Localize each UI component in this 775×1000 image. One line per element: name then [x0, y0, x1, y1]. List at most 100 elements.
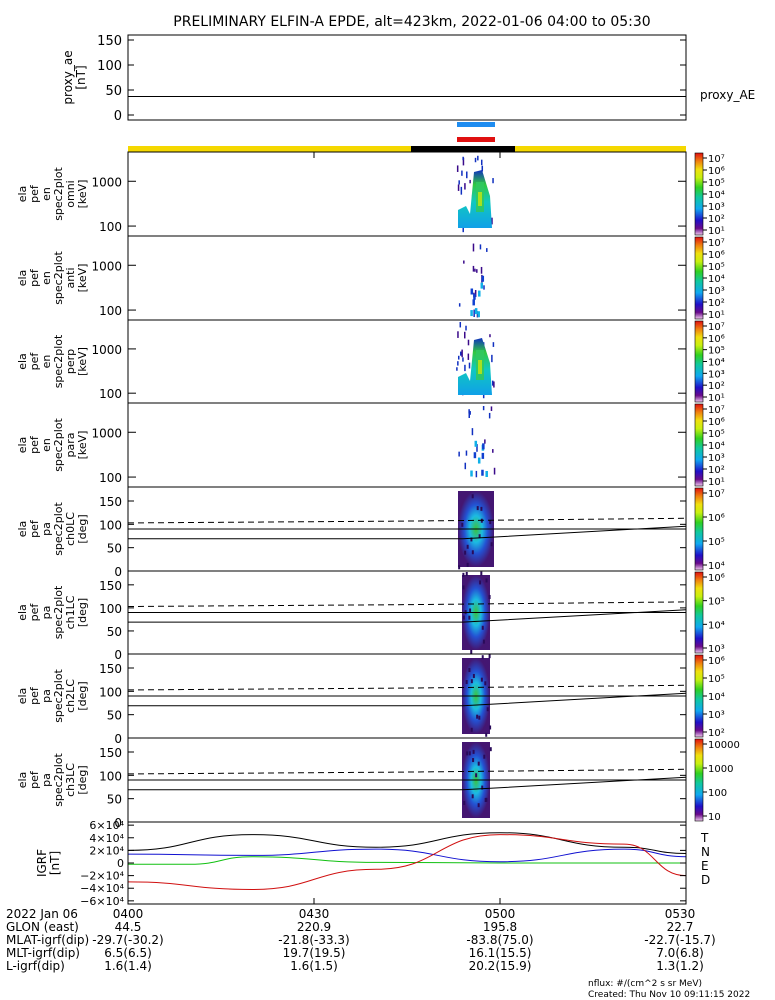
footer-value: 1.3(1.2) [656, 959, 704, 973]
panel-ylabel: spec2plot [52, 334, 65, 388]
panel-ylabel: pa [40, 773, 53, 787]
spectrogram-pixel [469, 608, 472, 613]
spectrogram-pixel [473, 452, 477, 459]
spectrogram-pixel [462, 157, 465, 166]
colorbar-tick-label: 10¹ [708, 477, 725, 488]
spectrogram-pixel [465, 572, 468, 577]
spectrogram-pixel [481, 625, 484, 630]
spectrogram-pixel [462, 572, 465, 577]
colorbar [694, 152, 704, 236]
flag-red [457, 137, 495, 142]
colorbar-tick-label: 10⁷ [708, 238, 725, 249]
spectrogram-pixel [472, 299, 475, 306]
footer-value: 0430 [299, 907, 330, 921]
spectrogram-pixel [476, 269, 478, 273]
panel-ylabel: ela [16, 437, 29, 454]
spectrogram-pixel [482, 639, 485, 644]
colorbar-tick-label: 10² [708, 298, 725, 309]
panel-ylabel: pa [40, 522, 53, 536]
igrf-ytick-label: −4×10⁴ [80, 882, 124, 895]
pa-ytick-label: 100 [99, 602, 122, 616]
pa-ytick-label: 150 [99, 746, 122, 760]
spectrogram-pixel [470, 679, 473, 684]
footer-row-label: 2022 Jan 06 [6, 907, 78, 921]
panel-ylabel: [deg] [76, 681, 89, 710]
panel-ylabel: ela [16, 270, 29, 287]
colorbar-tick-label: 10 [708, 812, 721, 823]
colorbar-tick-label: 10³ [708, 453, 725, 464]
spectrogram-pixel [471, 494, 474, 499]
colorbar-tick-label: 10³ [708, 369, 725, 380]
energy-ytick-label: 1000 [91, 259, 122, 273]
state-bar-yellow [128, 146, 686, 152]
spectrogram-pixel [480, 159, 483, 166]
panel-ylabel: spec2plot [52, 502, 65, 556]
pa-ytick-label: 0 [114, 816, 122, 830]
spectrogram-pixel [471, 794, 474, 799]
spectrogram-pixel [474, 440, 478, 447]
pa-ytick-label: 100 [99, 685, 122, 699]
antiloss-cone-line [127, 601, 687, 608]
spectrogram-pixel [480, 506, 483, 511]
spectrogram-pixel [480, 282, 484, 289]
spectrogram-pixel [462, 226, 464, 233]
panel-ylabel: [deg] [76, 598, 89, 627]
footer-value: 20.2(15.9) [469, 959, 532, 973]
colorbar [694, 654, 704, 738]
panel-ylabel: ch2LC [64, 679, 77, 713]
spectrogram-pixel [473, 293, 476, 300]
panel-ylabel: spec2plot [52, 418, 65, 472]
spectrogram-pixel [476, 714, 479, 719]
science-zone-indicator [128, 122, 686, 152]
spectrogram-pixel [457, 184, 460, 191]
colorbar-tick-label: 10⁴ [708, 274, 725, 285]
spectrogram-pixel [478, 715, 481, 720]
panel-ylabel: [deg] [76, 765, 89, 794]
spectrogram-pixel [461, 170, 463, 176]
panel-ylabel: en [40, 438, 53, 452]
spectrogram-pixel [490, 406, 493, 411]
igrf-ylabel: [nT] [48, 851, 62, 875]
spectrogram-pixel [484, 439, 486, 444]
colorbar [694, 320, 704, 403]
spectrogram-pixel [479, 244, 482, 250]
panel-ylabel: pef [28, 435, 41, 454]
colorbar-tick-label: 10⁵ [708, 429, 725, 440]
spectrogram-pixel [468, 668, 471, 673]
footer-row-label: GLON (east) [6, 920, 79, 934]
panel-ylabel: pa [40, 689, 53, 703]
colorbar-tick-label: 10⁵ [708, 674, 725, 685]
panel-ylabel: [deg] [76, 514, 89, 543]
pa-ytick-label: 150 [99, 579, 122, 593]
orbit-footer: 2022 Jan 06 0400 0430 0500 0530 GLON (east) 44… [6, 907, 716, 973]
colorbar-tick-label: 10³ [708, 202, 725, 213]
spectrogram-pixel [465, 450, 468, 456]
spectrogram-pixel [466, 171, 468, 179]
spectrogram-pixel [462, 156, 464, 161]
spectrogram-pixel [466, 751, 469, 756]
spectrogram-pixel [492, 342, 495, 347]
spectrogram-pixel [481, 469, 484, 476]
pa-ytick-label: 50 [107, 542, 122, 556]
spectrogram-pixel [469, 411, 471, 415]
panel-ylabel: anti [64, 267, 77, 288]
spectrogram-pixel [458, 303, 461, 307]
panel-ylabel: [keV] [76, 264, 89, 293]
pa-ytick-label: 150 [99, 495, 122, 509]
colorbar-tick-label: 10⁶ [708, 250, 725, 261]
pitch-angle-spectrogram-panel: 150 100 50 0 ela pef pa spec2plot ch0LC [deg] 10⁷ 1… [16, 486, 725, 579]
footer-value: 19.7(19.5) [283, 946, 346, 960]
spectrogram-pixel [464, 550, 467, 555]
spectrogram-pixel [484, 681, 487, 686]
pa-ytick-label: 100 [99, 769, 122, 783]
energy-ytick-label: 1000 [91, 343, 122, 357]
panel-ylabel: omni [64, 180, 77, 207]
footer-value: 1.6(1.5) [290, 959, 338, 973]
panel-ylabel: [keV] [76, 180, 89, 209]
footer-value: 0400 [113, 907, 144, 921]
igrf-component-label: E [701, 859, 709, 873]
proxy-ae-frame [127, 34, 687, 121]
